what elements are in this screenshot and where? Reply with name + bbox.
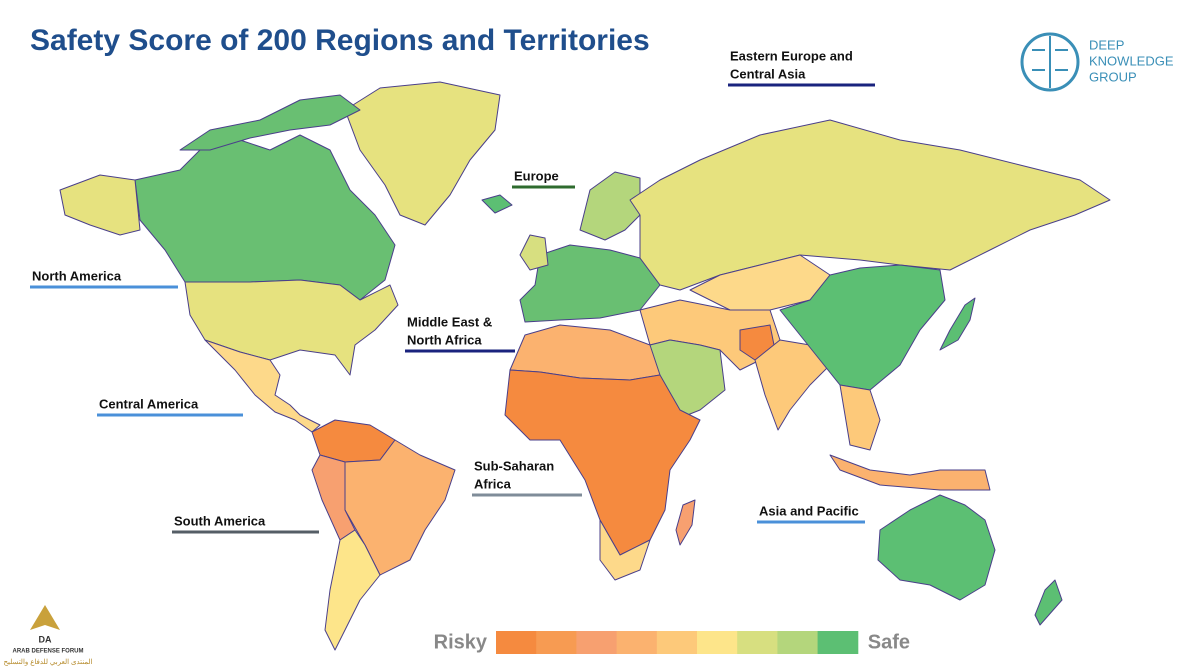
legend-swatch [737, 631, 778, 654]
venezuela-colombia [311, 419, 396, 463]
region-label: Middle East & [407, 314, 492, 329]
new-zealand [1034, 579, 1063, 626]
region-label: North Africa [407, 332, 482, 347]
uk [519, 234, 549, 271]
southern-africa [599, 519, 651, 581]
legend-swatch [536, 631, 577, 654]
logo [1020, 32, 1080, 92]
arctic-islands [179, 94, 361, 151]
legend-swatch [656, 631, 698, 654]
greenland [344, 81, 501, 226]
watermark-name: ARAB DEFENSE FORUM [12, 649, 83, 655]
watermark-mark: DA [39, 634, 52, 644]
australia [877, 494, 996, 601]
watermark [30, 605, 60, 630]
alaska [59, 174, 141, 236]
title: Safety Score of 200 Regions and Territor… [30, 24, 650, 57]
legend-swatch [817, 631, 859, 654]
southern-cone [324, 529, 381, 651]
legend-swatch [496, 631, 537, 654]
western-europe [519, 244, 661, 323]
sub-saharan-africa [504, 369, 701, 556]
region-label: Central America [99, 396, 199, 411]
canada [134, 134, 396, 301]
region-label: Eastern Europe and [730, 48, 853, 63]
scandinavia [579, 171, 641, 241]
mexico [204, 339, 321, 433]
region-label: Central Asia [730, 66, 806, 81]
world-map [59, 81, 1111, 651]
legend-swatch [777, 631, 819, 654]
logo-text: DEEP [1089, 37, 1124, 52]
china [779, 264, 946, 391]
logo-icon [1020, 32, 1080, 92]
logo-icon-detail [1032, 36, 1068, 88]
russia [629, 119, 1111, 291]
legend-low: Risky [434, 631, 488, 653]
legend-swatch [616, 631, 658, 654]
region-label: Asia and Pacific [759, 503, 859, 518]
logo-text: GROUP [1089, 69, 1137, 84]
legend-high: Safe [868, 631, 910, 653]
legend-swatch [697, 631, 738, 654]
region-label: Africa [474, 476, 512, 491]
iceland [481, 194, 513, 214]
japan [939, 297, 976, 351]
region-label: North America [32, 268, 122, 283]
region-label: Sub-Saharan [474, 458, 554, 473]
watermark-emblem [30, 605, 60, 630]
region-label: Europe [514, 168, 559, 183]
southeast-asia [839, 384, 881, 451]
india [754, 339, 831, 431]
watermark-subtitle: المنتدى العربي للدفاع والتسليح [4, 658, 93, 666]
indonesia [829, 454, 991, 491]
legend-swatch [576, 631, 618, 654]
region-label: South America [174, 513, 266, 528]
logo-text: KNOWLEDGE [1089, 53, 1174, 68]
madagascar [675, 499, 696, 546]
